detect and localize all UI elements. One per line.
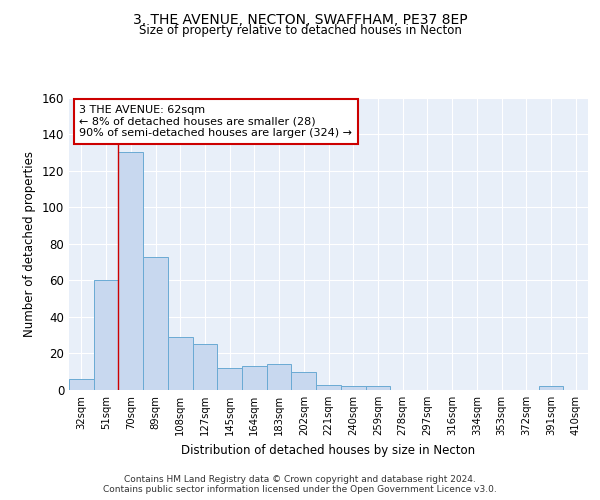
Text: Size of property relative to detached houses in Necton: Size of property relative to detached ho… — [139, 24, 461, 37]
X-axis label: Distribution of detached houses by size in Necton: Distribution of detached houses by size … — [181, 444, 476, 456]
Y-axis label: Number of detached properties: Number of detached properties — [23, 151, 36, 337]
Bar — [143, 256, 168, 390]
Bar — [217, 368, 242, 390]
Bar — [168, 337, 193, 390]
Bar — [242, 366, 267, 390]
Bar — [316, 384, 341, 390]
Text: 3 THE AVENUE: 62sqm
← 8% of detached houses are smaller (28)
90% of semi-detache: 3 THE AVENUE: 62sqm ← 8% of detached hou… — [79, 105, 352, 138]
Bar — [292, 372, 316, 390]
Text: Contains HM Land Registry data © Crown copyright and database right 2024.
Contai: Contains HM Land Registry data © Crown c… — [103, 474, 497, 494]
Bar — [365, 386, 390, 390]
Bar — [94, 280, 118, 390]
Text: 3, THE AVENUE, NECTON, SWAFFHAM, PE37 8EP: 3, THE AVENUE, NECTON, SWAFFHAM, PE37 8E… — [133, 12, 467, 26]
Bar — [118, 152, 143, 390]
Bar — [539, 386, 563, 390]
Bar — [69, 379, 94, 390]
Bar — [341, 386, 365, 390]
Bar — [267, 364, 292, 390]
Bar — [193, 344, 217, 390]
